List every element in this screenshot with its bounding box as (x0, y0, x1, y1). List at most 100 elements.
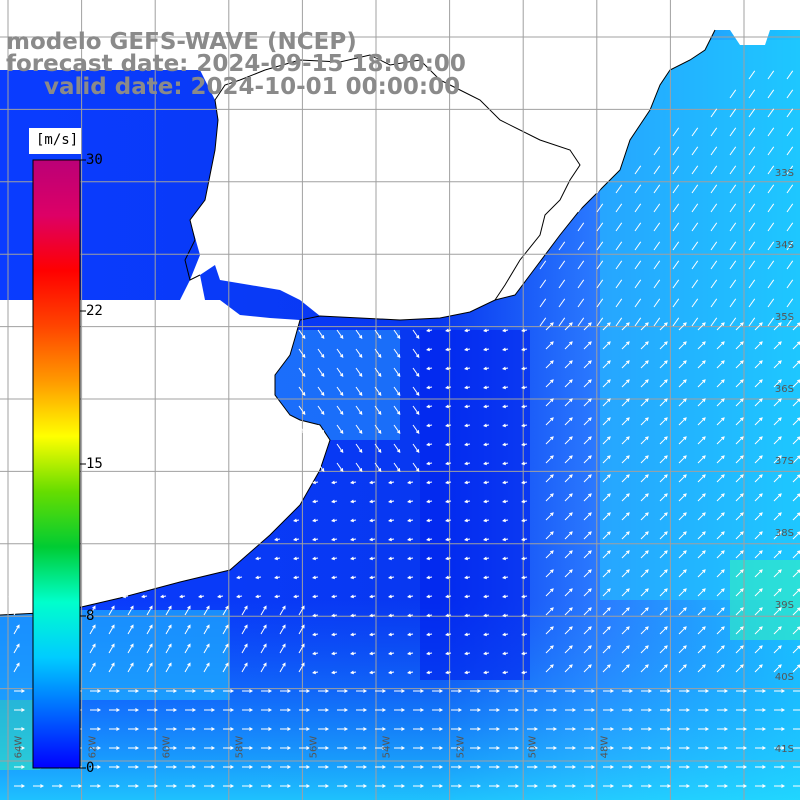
wind-arrow (412, 329, 420, 339)
wind-arrow (640, 493, 649, 502)
wind-arrow-head (363, 746, 368, 750)
lat-label: 34S (774, 240, 794, 251)
wind-arrow (146, 625, 153, 635)
wind-arrow (767, 165, 775, 175)
wind-arrow (640, 360, 649, 369)
wind-arrow (317, 386, 325, 396)
wind-arrow-head (116, 784, 121, 788)
wind-arrow-head (645, 474, 649, 478)
wind-arrow-head (27, 594, 32, 599)
wind-arrow (659, 398, 668, 407)
wind-arrow (748, 203, 756, 213)
wind-arrow-head (426, 480, 431, 485)
wind-arrow (260, 644, 267, 654)
wind-arrow-head (629, 765, 634, 769)
wind-arrow-head (420, 708, 425, 712)
wind-arrow-head (130, 643, 134, 648)
wind-arrow-head (705, 746, 710, 750)
wind-arrow-head (445, 556, 450, 561)
wind-arrow-head (426, 404, 431, 409)
wind-arrow-head (572, 765, 577, 769)
wind-arrow (678, 341, 687, 350)
wind-arrow-head (740, 550, 744, 554)
wind-arrow-head (724, 784, 729, 788)
wind-arrow-head (97, 727, 102, 731)
wind-arrow (583, 436, 592, 445)
wind-arrow (602, 512, 611, 521)
wind-arrow-head (116, 746, 121, 750)
wind-arrow-head (426, 537, 431, 542)
wind-arrow-head (97, 746, 102, 750)
wind-arrow (716, 322, 725, 331)
wind-arrow-head (350, 499, 355, 504)
wind-arrow (659, 455, 668, 464)
field-patch (420, 330, 530, 680)
wind-arrow-head (407, 518, 412, 523)
wind-arrow (786, 241, 794, 251)
wind-arrow (659, 512, 668, 521)
wind-arrow (767, 127, 775, 137)
wind-arrow (374, 348, 382, 358)
wind-arrow-head (312, 499, 317, 504)
wind-arrow-head (743, 689, 748, 693)
wind-arrow (792, 398, 800, 407)
wind-arrow (678, 607, 687, 616)
wind-arrow-head (626, 664, 630, 668)
wind-arrow-head (664, 550, 668, 554)
wind-arrow (596, 298, 604, 308)
wind-arrow (735, 531, 744, 540)
wind-arrow-head (141, 594, 146, 599)
wind-arrow-head (667, 727, 672, 731)
wind-arrow (108, 625, 115, 635)
colorbar (29, 128, 86, 769)
wind-arrow (691, 241, 699, 251)
wind-arrow (773, 455, 782, 464)
wind-arrow-head (721, 360, 725, 364)
wind-arrow-head (521, 651, 526, 656)
wind-arrow (678, 531, 687, 540)
wind-arrow (748, 298, 756, 308)
wind-arrow (659, 588, 668, 597)
wind-arrow-head (426, 651, 431, 656)
wind-arrow (355, 348, 363, 358)
wind-arrow (412, 424, 420, 434)
wind-arrow-head (569, 531, 573, 535)
wind-arrow (640, 512, 649, 521)
wind-arrow-head (496, 784, 501, 788)
wind-arrow-head (111, 624, 115, 629)
wind-arrow-head (683, 588, 687, 592)
wind-arrow (184, 625, 191, 635)
wind-arrow-head (705, 765, 710, 769)
wind-arrow (716, 550, 725, 559)
wind-arrow-head (645, 341, 649, 345)
wind-arrow-head (607, 531, 611, 535)
wind-arrow-head (388, 518, 393, 523)
wind-arrow (767, 108, 775, 118)
wind-arrow-head (116, 727, 121, 731)
wind-arrow-head (740, 569, 744, 573)
wind-arrow-head (407, 632, 412, 637)
wind-arrow-head (464, 480, 469, 485)
wind-arrow (615, 279, 623, 289)
wind-arrow-head (721, 550, 725, 554)
wind-arrow-head (293, 594, 298, 599)
wind-arrow (716, 341, 725, 350)
wind-arrow (678, 417, 687, 426)
wind-arrow-head (645, 436, 649, 440)
wind-arrow (697, 455, 706, 464)
wind-arrow (539, 298, 547, 308)
wind-arrow-head (396, 449, 401, 454)
wind-arrow-head (111, 605, 115, 610)
wind-arrow (792, 569, 800, 578)
wind-arrow (754, 379, 763, 388)
wind-arrow-head (686, 708, 691, 712)
wind-arrow (621, 588, 630, 597)
wind-arrow-head (740, 455, 744, 459)
wind-arrow-head (778, 398, 782, 402)
wind-arrow-head (331, 575, 336, 580)
wind-arrow (558, 317, 566, 327)
wind-arrow (412, 348, 420, 358)
wind-arrow-head (173, 708, 178, 712)
wind-arrow (659, 322, 668, 331)
